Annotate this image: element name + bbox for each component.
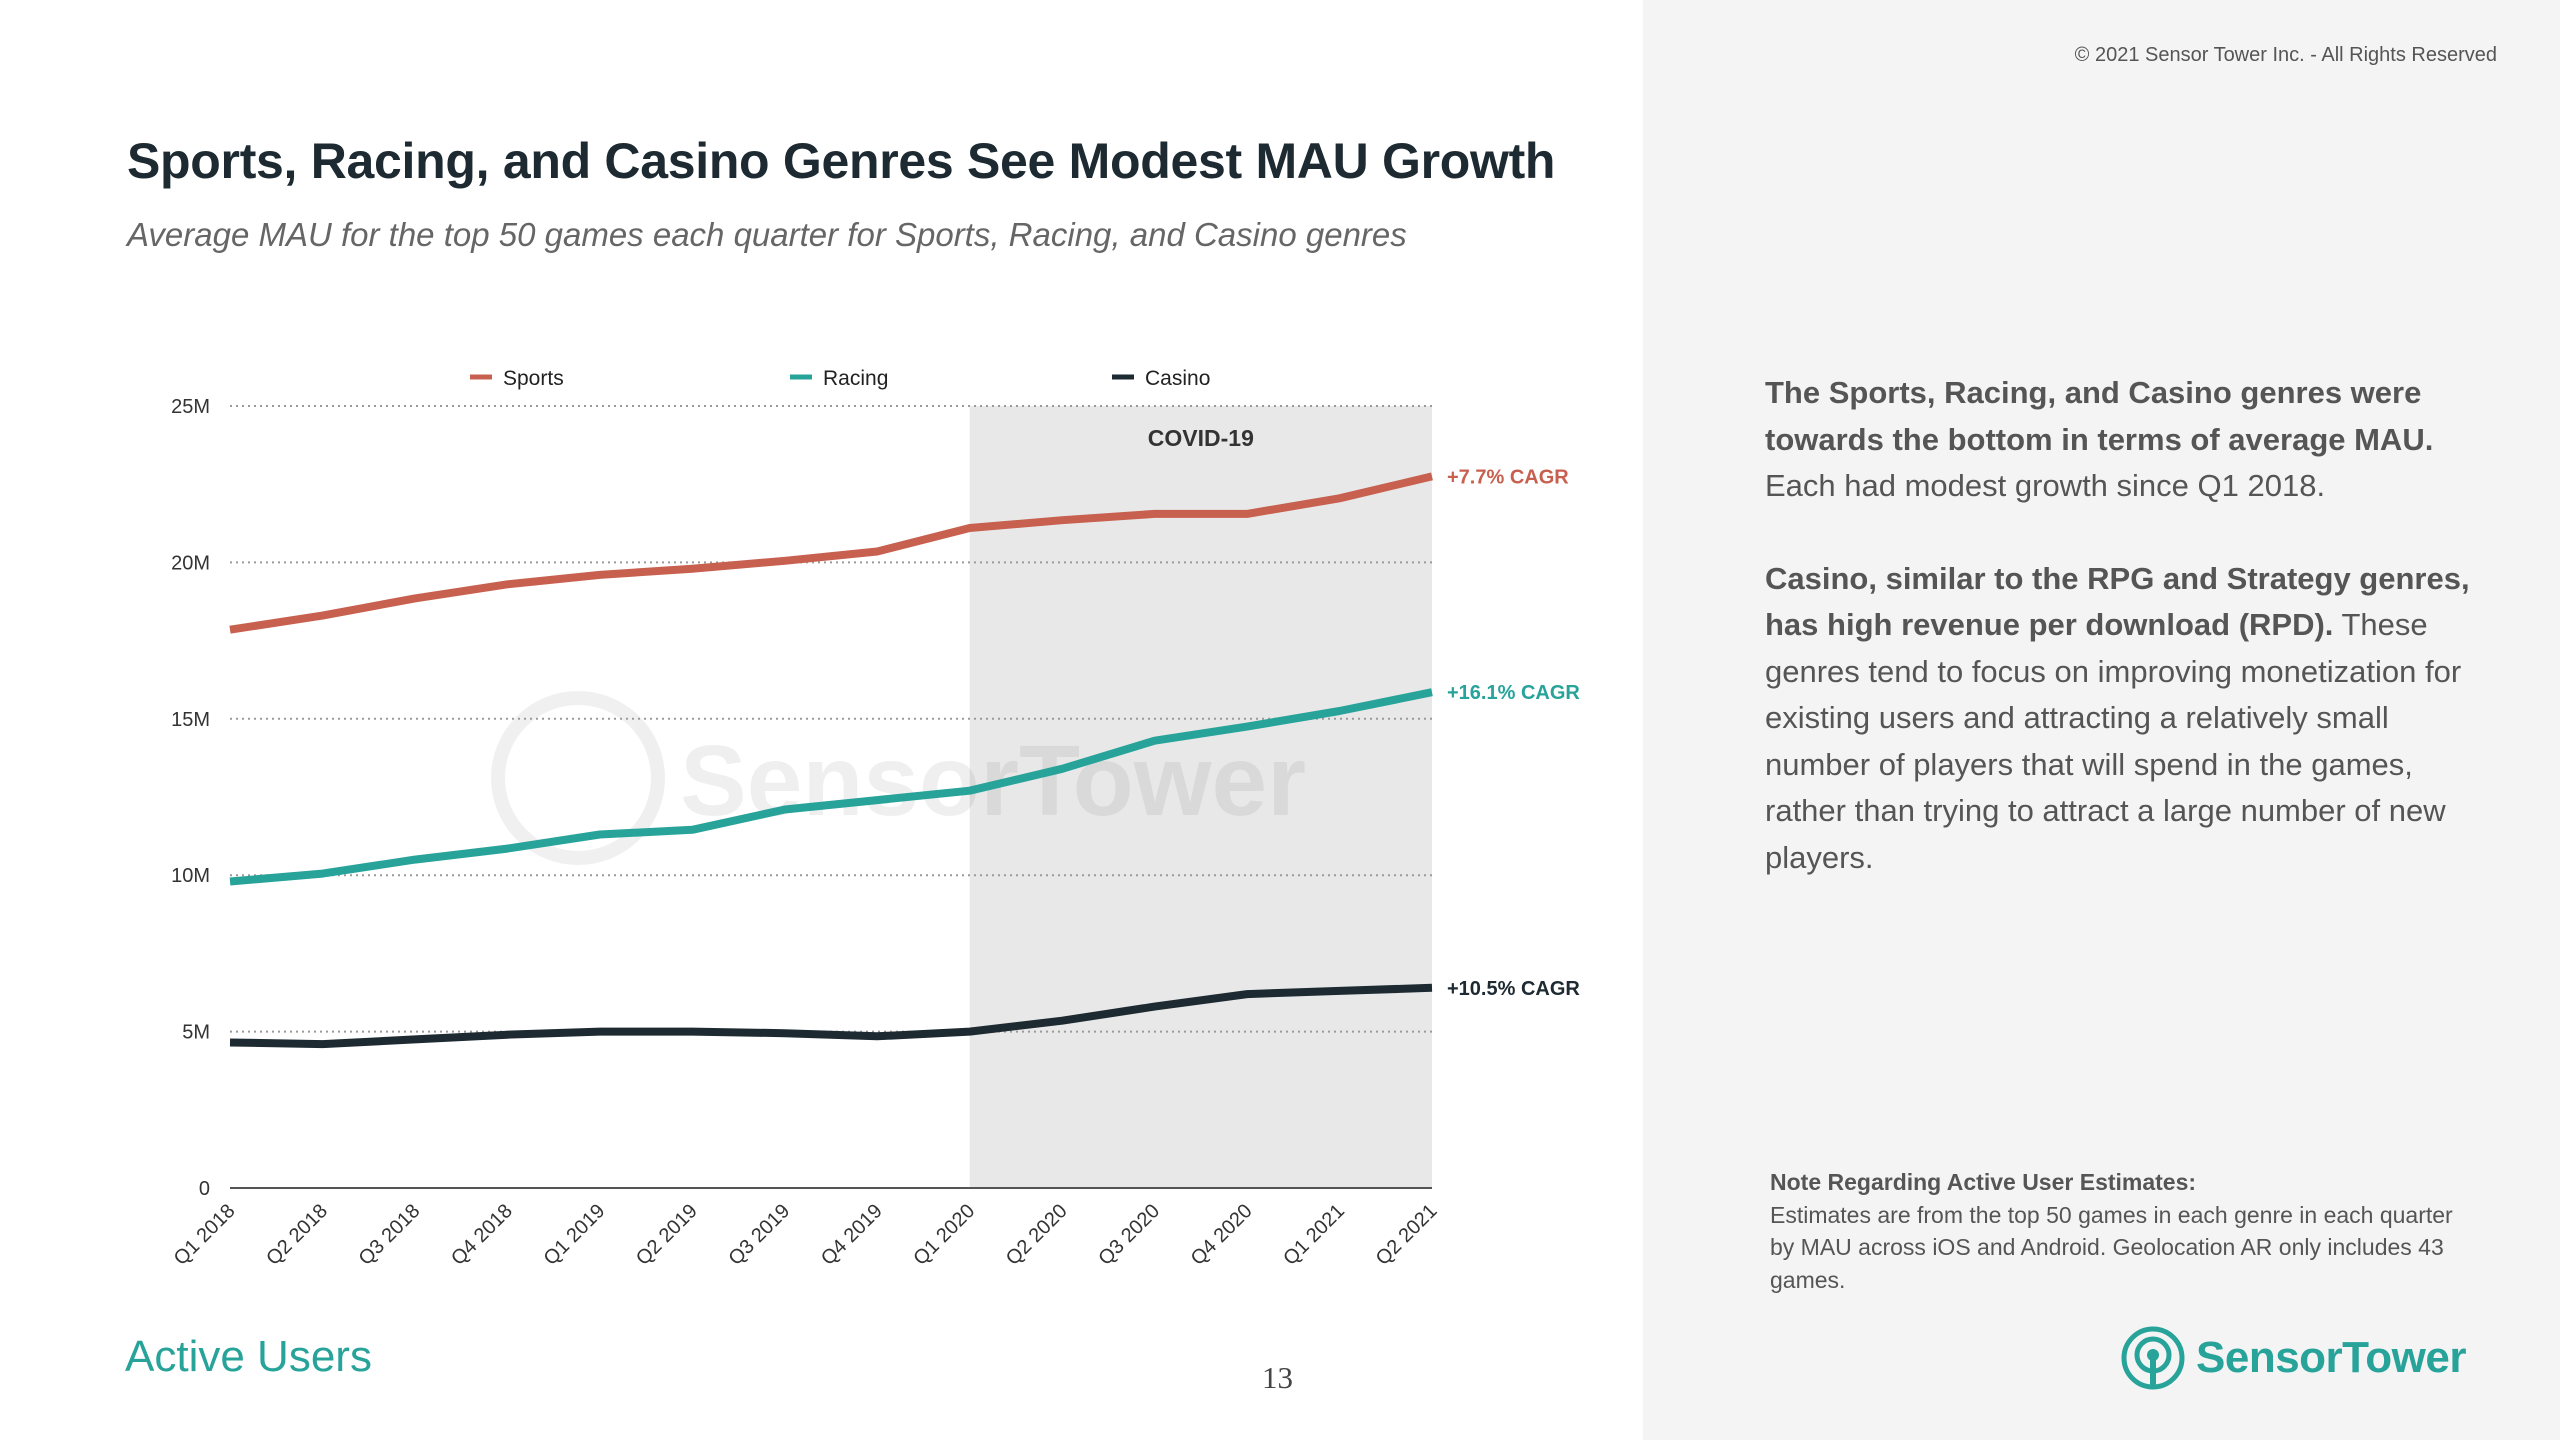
x-tick-label: Q4 2018: [447, 1200, 517, 1270]
watermark: SensorTower: [491, 691, 1306, 865]
x-tick-label: Q4 2019: [817, 1200, 887, 1270]
x-tick-label: Q3 2020: [1094, 1200, 1164, 1270]
series-line-racing: [229, 688, 1433, 886]
note-box: Note Regarding Active User Estimates: Es…: [1770, 1166, 2470, 1296]
series-line-casino: [229, 983, 1433, 1049]
commentary: The Sports, Racing, and Casino genres we…: [1765, 370, 2485, 927]
series-line-sports: [229, 472, 1433, 634]
x-tick-label: Q2 2019: [632, 1200, 702, 1270]
cagr-label-sports: +7.7% CAGR: [1447, 466, 1569, 488]
y-tick-label: 15M: [171, 709, 210, 731]
note-title: Note Regarding Active User Estimates:: [1770, 1169, 2197, 1195]
legend-label-sports: Sports: [503, 367, 564, 390]
commentary-p1-rest: Each had modest growth since Q1 2018.: [1765, 468, 2326, 503]
sensor-tower-logo-icon: [2121, 1326, 2185, 1390]
x-tick-label: Q4 2020: [1187, 1200, 1257, 1270]
page-subtitle: Average MAU for the top 50 games each qu…: [127, 216, 1407, 253]
y-tick-label: 5M: [182, 1022, 210, 1044]
legend-label-racing: Racing: [823, 367, 888, 390]
y-tick-label: 20M: [171, 552, 210, 574]
x-tick-label: Q1 2021: [1279, 1200, 1349, 1270]
cagr-label-racing: +16.1% CAGR: [1447, 682, 1580, 704]
watermark-text: SensorTower: [680, 725, 1306, 837]
mau-line-chart: COVID-19 SensorTower 0 5M 10M 15M 20M 25M Q1 201…: [170, 367, 1581, 1270]
x-tick-label: Q2 2020: [1002, 1200, 1072, 1270]
y-tick-label: 10M: [171, 865, 210, 887]
page-title: Sports, Racing, and Casino Genres See Mo…: [127, 133, 1556, 189]
commentary-paragraph-1: The Sports, Racing, and Casino genres we…: [1765, 370, 2485, 510]
commentary-p1-bold: The Sports, Racing, and Casino genres we…: [1765, 375, 2434, 457]
commentary-p2-rest: These genres tend to focus on improving …: [1765, 607, 2462, 875]
x-tick-label: Q3 2019: [724, 1200, 794, 1270]
commentary-p2-bold: Casino, similar to the RPG and Strategy …: [1765, 560, 2470, 643]
legend-label-casino: Casino: [1145, 367, 1210, 390]
covid-band: [969, 406, 1432, 1188]
sensor-tower-logo: SensorTower: [2120, 1325, 2466, 1391]
x-tick-label: Q1 2018: [170, 1200, 240, 1270]
cagr-label-casino: +10.5% CAGR: [1447, 978, 1580, 1000]
y-tick-label: 0: [199, 1178, 210, 1200]
section-label: Active Users: [125, 1332, 372, 1381]
covid-label: COVID-19: [1148, 425, 1254, 451]
x-tick-label: Q1 2020: [909, 1200, 979, 1270]
note-text: Estimates are from the top 50 games in e…: [1770, 1201, 2453, 1293]
x-tick-label: Q3 2018: [355, 1200, 425, 1270]
page-number: 13: [1262, 1360, 1293, 1395]
x-tick-label: Q1 2019: [540, 1200, 610, 1270]
commentary-paragraph-2: Casino, similar to the RPG and Strategy …: [1765, 556, 2485, 882]
x-tick-label: Q2 2021: [1372, 1200, 1442, 1270]
x-tick-label: Q2 2018: [262, 1200, 332, 1270]
copyright: © 2021 Sensor Tower Inc. - All Rights Re…: [2074, 44, 2497, 66]
right-panel: [1643, 0, 2560, 1440]
sensor-tower-logo-text: SensorTower: [2196, 1333, 2466, 1382]
y-tick-label: 25M: [171, 396, 210, 418]
